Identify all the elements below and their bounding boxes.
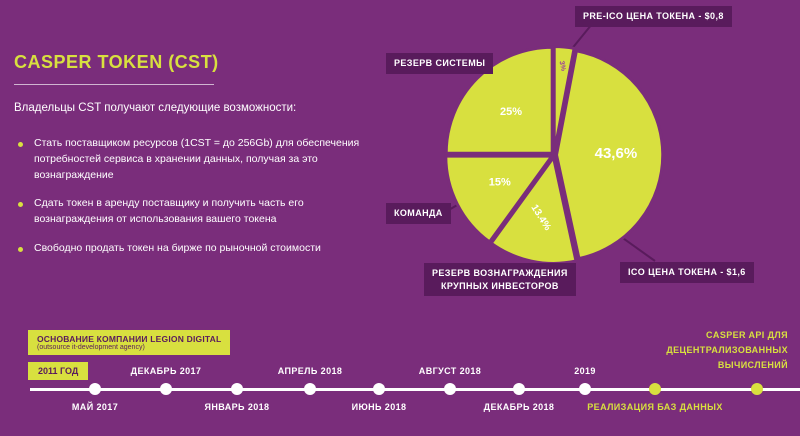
timeline-event-label: ДЕКАБРЬ 2018	[483, 402, 555, 412]
future-label-line3: ВЫЧИСЛЕНИЙ	[717, 359, 788, 370]
timeline-dot	[160, 383, 172, 395]
timeline-line	[30, 388, 800, 391]
benefit-item: Стать поставщиком ресурсов (1CST = до 25…	[14, 136, 366, 183]
subtitle: Владельцы CST получают следующие возможн…	[14, 102, 297, 114]
pie-value-label: 3%	[558, 60, 567, 72]
pie-connector-line	[547, 242, 558, 264]
pie-label-ico: ICO ЦЕНА ТОКЕНА - $1,6	[620, 262, 754, 283]
pie-label-reserve-system: РЕЗЕРВ СИСТЕМЫ	[386, 53, 494, 74]
title-underline	[14, 84, 214, 85]
bullet-icon	[18, 142, 23, 147]
pie-label-reserve-investors-line2: КРУПНЫХ ИНВЕСТОРОВ	[440, 280, 559, 291]
founding-badge-line1: ОСНОВАНИЕ КОМПАНИИ LEGION DIGITAL	[37, 334, 222, 344]
benefits-list: Стать поставщиком ресурсов (1CST = до 25…	[14, 136, 366, 257]
timeline-dot	[444, 383, 456, 395]
founding-badge: ОСНОВАНИЕ КОМПАНИИ LEGION DIGITAL (outso…	[28, 330, 231, 355]
timeline-future-label: CASPER API ДЛЯ ДЕЦЕНТРАЛИЗОВАННЫХ ВЫЧИСЛ…	[666, 328, 788, 373]
timeline-event-label: ИЮНЬ 2018	[351, 402, 407, 412]
timeline-event-label: ДЕКАБРЬ 2017	[130, 366, 202, 376]
timeline-event-label: АВГУСТ 2018	[418, 366, 482, 376]
left-column: CASPER TOKEN (CST) Владельцы CST получаю…	[14, 52, 366, 270]
pie-slice	[552, 45, 576, 154]
future-label-line1: CASPER API ДЛЯ	[706, 330, 788, 340]
founding-year-badge: 2011 ГОД	[28, 362, 89, 380]
bullet-icon	[18, 202, 23, 208]
benefit-text: Стать поставщиком ресурсов (1CST = до 25…	[34, 137, 360, 181]
benefit-item: Сдать токен в аренду поставщику и получи…	[14, 196, 366, 228]
founding-badge-line2: (outsource it-development agency)	[37, 344, 145, 351]
benefit-text: Свободно продать токен на бирже по рыноч…	[34, 241, 321, 254]
timeline-dot	[751, 383, 763, 395]
pie-connector-line	[612, 230, 656, 262]
pie-value-label: 13.4%	[529, 203, 553, 233]
pie-value-label: 15%	[489, 177, 511, 189]
pie-label-reserve-investors: РЕЗЕРВ ВОЗНАГРАЖДЕНИЯ КРУПНЫХ ИНВЕСТОРОВ	[424, 263, 576, 297]
timeline-dot	[373, 383, 385, 395]
timeline-dot	[649, 383, 661, 395]
pie-label-team: КОМАНДА	[386, 203, 451, 224]
pie-label-reserve-investors-line1: РЕЗЕРВ ВОЗНАГРАЖДЕНИЯ	[432, 268, 568, 278]
timeline-event-label: ЯНВАРЬ 2018	[204, 402, 270, 412]
benefit-text: Сдать токен в аренду поставщику и получи…	[34, 197, 304, 225]
bullet-icon	[18, 246, 23, 252]
timeline-dot	[89, 383, 101, 395]
timeline-event-label: АПРЕЛЬ 2018	[277, 366, 343, 376]
pie-slice	[489, 155, 578, 265]
timeline-dot	[231, 383, 243, 395]
timeline-dot	[513, 383, 525, 395]
pie-value-label: 43,6%	[595, 145, 638, 162]
timeline-event-label: РЕАЛИЗАЦИЯ БАЗ ДАННЫХ	[587, 402, 723, 412]
timeline-dot	[304, 383, 316, 395]
future-label-line2: ДЕЦЕНТРАЛИЗОВАННЫХ	[666, 344, 788, 355]
pie-slice	[444, 154, 554, 244]
page-title: CASPER TOKEN (CST)	[14, 52, 219, 72]
timeline-event-label: МАЙ 2017	[71, 402, 119, 412]
pie-label-pre-ico: PRE-ICO ЦЕНА ТОКЕНА - $0,8	[575, 6, 732, 27]
pie-connector-line	[565, 23, 593, 57]
timeline-dot	[579, 383, 591, 395]
benefit-item: Свободно продать токен на бирже по рыноч…	[14, 241, 366, 257]
timeline-event-label: 2019	[574, 366, 596, 376]
pie-slice	[555, 49, 665, 261]
pie-value-label: 25%	[500, 106, 522, 118]
